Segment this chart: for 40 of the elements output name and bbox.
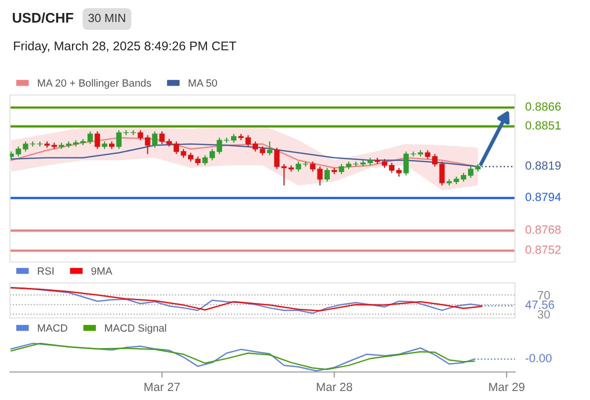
- candlestick: [338, 164, 344, 175]
- text: -0.00: [526, 354, 552, 362]
- candlestick: [310, 160, 316, 172]
- ref-line-label: 0.8851: [526, 121, 561, 130]
- candlestick: [202, 154, 208, 166]
- candlestick: [296, 160, 302, 172]
- legend-label: MA 50: [188, 79, 218, 87]
- chart-subtitle: Friday, March 28, 2025 8:49:26 PM CET: [14, 41, 236, 53]
- candlestick: [317, 166, 323, 186]
- candlestick: [138, 130, 144, 141]
- legend-label: MA 20 + Bollinger Bands: [38, 79, 152, 89]
- ref-line-label: 0.8752: [526, 246, 561, 254]
- candlestick: [159, 130, 165, 145]
- text: 30 MIN: [88, 14, 126, 22]
- x-tick-label: Mar 27: [144, 382, 180, 392]
- x-tick-label: Mar 28: [316, 382, 352, 392]
- x-tick-label: Mar 29: [489, 382, 524, 392]
- candlestick: [152, 130, 158, 148]
- candlestick: [266, 140, 272, 156]
- candlestick: [281, 164, 287, 186]
- ref-line-label: 0.8794: [526, 192, 561, 202]
- chart-title: USD/CHF: [12, 12, 74, 23]
- candlestick: [439, 160, 445, 186]
- y-tick-label: 70: [538, 291, 550, 300]
- ref-line-label: 0.8866: [526, 102, 561, 111]
- legend-label: RSI: [38, 267, 54, 275]
- candlestick: [87, 130, 93, 145]
- candlestick: [94, 130, 100, 150]
- ref-line-label: 0.8768: [526, 225, 561, 234]
- legend-label: MACD Signal: [105, 324, 166, 334]
- text: 47.56: [525, 300, 554, 309]
- series-label: MACD: [38, 324, 68, 332]
- ref-line-label: 0.8819: [526, 161, 561, 170]
- y-tick-label: 30: [538, 310, 550, 319]
- candlestick: [324, 167, 330, 182]
- legend-label: 9MA: [91, 267, 112, 275]
- candlestick: [22, 140, 28, 152]
- candlestick: [116, 130, 122, 150]
- candlestick: [144, 134, 150, 155]
- candlestick: [274, 147, 280, 170]
